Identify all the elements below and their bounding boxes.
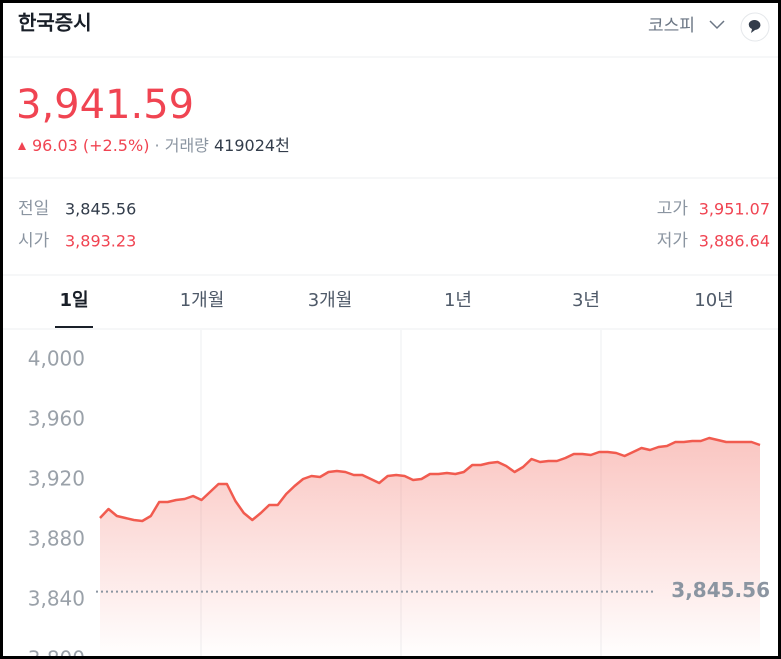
stat-value: 3,845.56 bbox=[65, 200, 136, 219]
change: 96.03 (+2.5%) bbox=[32, 136, 149, 155]
tab[interactable]: 3년 bbox=[572, 290, 600, 311]
chart: 3,800 3,840 3,880 3,920 3,960 4,000 3,845.56 bbox=[28, 330, 770, 659]
stat-label: 시가 bbox=[18, 231, 50, 251]
tabs: 1일 1개월 3개월 1년 3년 10년 bbox=[55, 290, 734, 328]
tab[interactable]: 10년 bbox=[694, 290, 733, 311]
stat-label: 전일 bbox=[18, 199, 49, 219]
volume: 419024천 bbox=[214, 136, 290, 155]
y-tick-label: 3,800 bbox=[28, 647, 85, 659]
reference-label: 3,845.56 bbox=[671, 578, 770, 602]
chevron[interactable] bbox=[709, 20, 725, 30]
plot: 3,800 3,840 3,880 3,920 3,960 4,000 3,845.56 bbox=[28, 347, 770, 659]
stat-value: 3,951.07 bbox=[699, 200, 770, 219]
title: 한국증시 bbox=[18, 11, 92, 35]
y-tick-label: 3,840 bbox=[28, 587, 85, 611]
separator: · bbox=[155, 136, 160, 155]
tab[interactable]: 1개월 bbox=[180, 290, 225, 311]
price: 3,941.59 bbox=[16, 82, 194, 128]
y-tick-label: 3,960 bbox=[28, 407, 85, 431]
chat-button[interactable] bbox=[740, 12, 770, 42]
y-tick-label: 4,000 bbox=[28, 347, 85, 371]
tab[interactable]: 1년 bbox=[444, 290, 472, 311]
stat-value: 3,893.23 bbox=[65, 232, 136, 251]
tab[interactable]: 3개월 bbox=[308, 290, 353, 311]
tab[interactable]: 1일 bbox=[59, 290, 88, 311]
market-select[interactable]: 코스피 bbox=[648, 16, 695, 36]
y-tick-label: 3,880 bbox=[28, 527, 85, 551]
change-line: 96.03 (+2.5%) · 거래량 419024천 bbox=[32, 136, 290, 155]
volume-label: 거래량 bbox=[165, 136, 209, 155]
y-tick-label: 3,920 bbox=[28, 467, 85, 491]
stat-value: 3,886.64 bbox=[699, 232, 770, 251]
up-arrow bbox=[18, 142, 26, 150]
area bbox=[100, 438, 760, 657]
stat-label: 저가 bbox=[657, 231, 689, 251]
line bbox=[99, 436, 761, 523]
stat-label: 고가 bbox=[657, 199, 689, 219]
